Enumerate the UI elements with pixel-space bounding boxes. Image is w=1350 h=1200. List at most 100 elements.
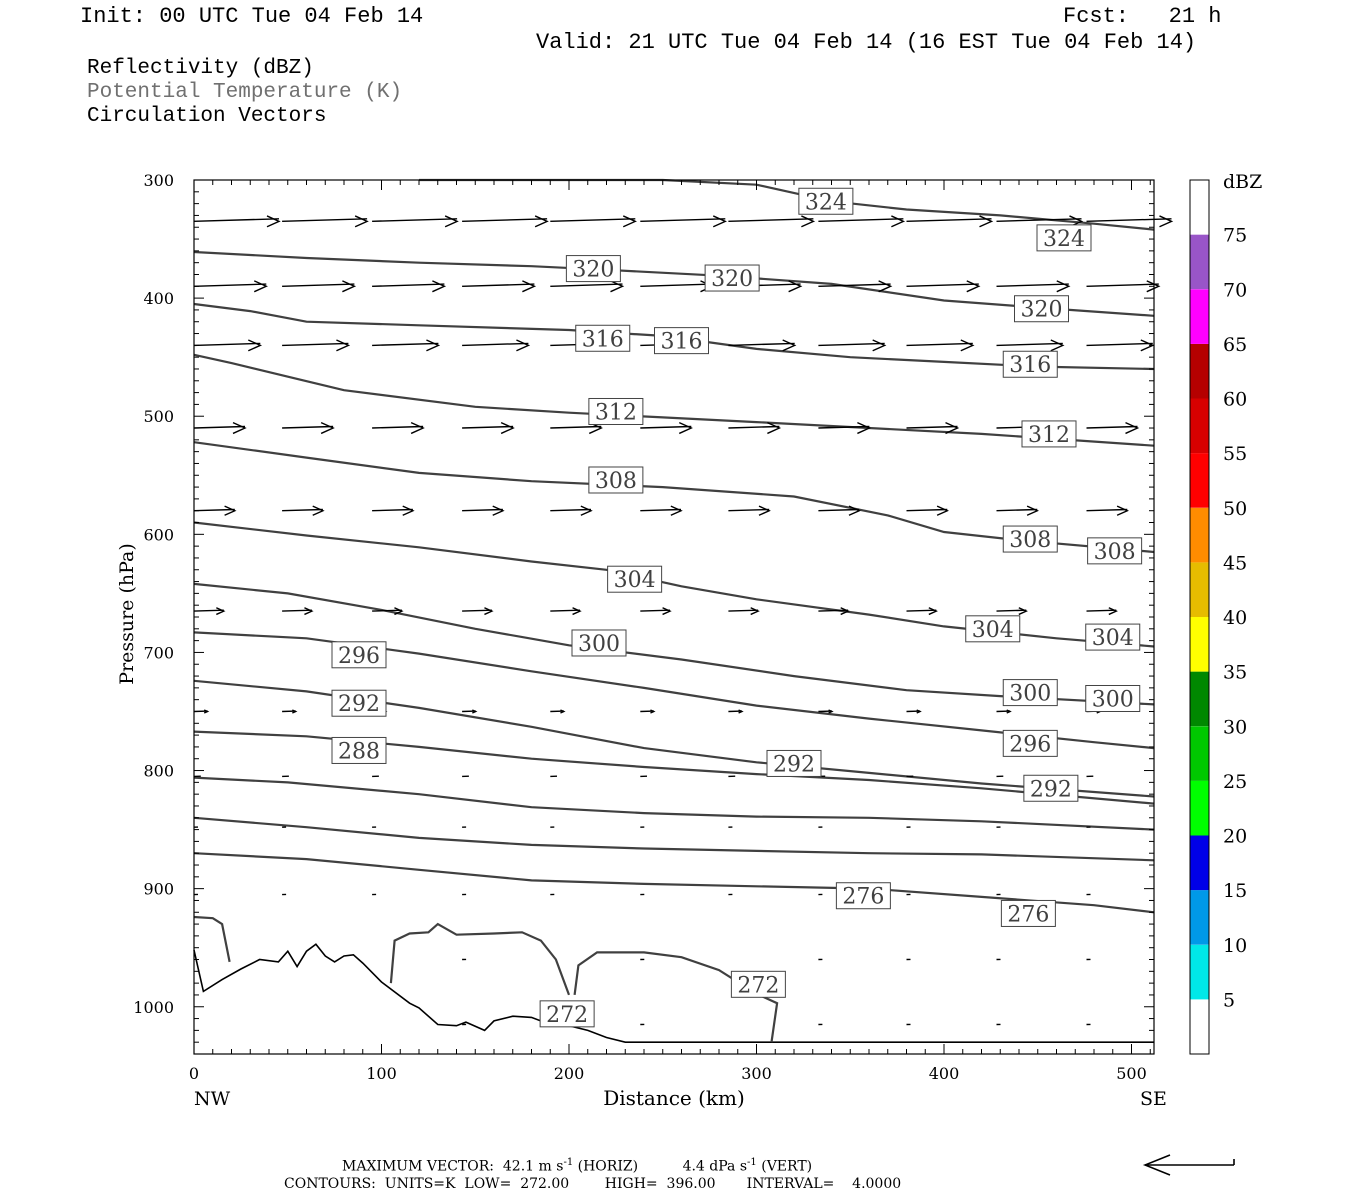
vector-shaft — [1086, 342, 1153, 347]
vector-shaft — [462, 218, 548, 222]
vector-shaft — [728, 342, 795, 347]
contour-label: 312 — [588, 397, 644, 425]
vector-head — [650, 709, 656, 714]
contour-label-text: 304 — [972, 618, 1014, 643]
vector-shaft — [640, 425, 692, 429]
y-tick-label: 400 — [143, 289, 174, 308]
horiz-unit: m s — [538, 1158, 564, 1175]
contour-label: 292 — [1023, 774, 1079, 802]
vector-shaft — [640, 508, 682, 512]
contour-label: 292 — [766, 749, 822, 777]
colorbar-segment — [1190, 453, 1209, 508]
vector-head — [320, 421, 335, 435]
vector-head — [410, 421, 425, 435]
contour-label: 308 — [1087, 537, 1143, 565]
colorbar-segment — [1190, 944, 1209, 1000]
circulation-vector — [996, 505, 1040, 516]
vector-shaft — [906, 283, 979, 287]
circulation-vector — [550, 280, 625, 293]
contour-label: 276 — [835, 882, 891, 910]
contour-label-box — [607, 565, 663, 593]
vector-head — [1026, 505, 1040, 516]
init-time: Init: 00 UTC Tue 04 Feb 14 — [80, 4, 424, 29]
circulation-vector — [193, 607, 226, 616]
vector-head — [444, 215, 459, 228]
vector-shaft — [1086, 283, 1159, 287]
circulation-vector — [372, 215, 459, 228]
vector-shaft — [372, 609, 402, 612]
contour-label: 304 — [965, 615, 1021, 643]
circulation-vector — [282, 505, 325, 516]
contour-label-text: 276 — [842, 885, 884, 910]
contour-label-text: 316 — [582, 327, 624, 352]
circulation-vector — [462, 709, 478, 714]
contour-label-box — [575, 324, 631, 352]
contour-label-box — [1002, 729, 1058, 757]
colorbar-title: dBZ — [1223, 171, 1262, 193]
circulation-vector — [193, 505, 237, 516]
contour-label-text: 308 — [1009, 528, 1051, 553]
horiz-unit-exponent: -1 — [563, 1157, 574, 1168]
contour-label: 292 — [331, 689, 387, 717]
contour-label-box — [588, 466, 644, 494]
colorbar-label: 50 — [1223, 498, 1247, 520]
circulation-vector — [818, 607, 850, 616]
vector-head — [224, 505, 237, 516]
y-axis-title: Pressure (hPa) — [116, 543, 138, 685]
circulation-vector — [550, 505, 593, 516]
vector-head — [522, 280, 537, 293]
colorbar-segment — [1190, 180, 1209, 235]
colorbar-segment — [1190, 234, 1209, 290]
vector-head — [304, 607, 314, 616]
vector-head — [203, 709, 210, 714]
colorbar-label: 25 — [1223, 771, 1247, 793]
contour-label-box — [1002, 525, 1058, 553]
contour-label-box — [571, 629, 627, 657]
vector-shaft — [282, 508, 323, 512]
vector-shaft — [550, 508, 592, 512]
contour-label-text: 316 — [661, 330, 703, 355]
vector-shaft — [818, 218, 904, 222]
circulation-vector — [372, 505, 415, 516]
contour-label-box — [1000, 899, 1056, 927]
y-tick-label: 700 — [143, 643, 174, 662]
vector-shaft — [372, 508, 413, 512]
contour-label: 320 — [1014, 295, 1069, 323]
vector-head — [253, 280, 268, 293]
vector-shaft — [550, 218, 636, 222]
contour-label: 304 — [1085, 623, 1141, 651]
contour-label-text: 272 — [737, 973, 779, 998]
vector-shaft — [996, 342, 1063, 347]
circulation-vector — [996, 280, 1071, 293]
vector-shaft — [462, 283, 535, 287]
vector-head — [891, 215, 906, 228]
colorbar-label: 15 — [1223, 880, 1247, 902]
colorbar-segment — [1190, 726, 1209, 781]
max-vector-label: MAXIMUM VECTOR: — [342, 1158, 494, 1175]
vector-head — [610, 280, 625, 293]
contour-label: 312 — [1021, 420, 1077, 448]
vector-head — [560, 709, 566, 714]
vector-shaft — [906, 609, 937, 612]
y-tick-label: 500 — [143, 407, 174, 426]
contour-label-text: 304 — [614, 568, 656, 593]
valid-time: Valid: 21 UTC Tue 04 Feb 14 (16 EST Tue … — [536, 30, 1197, 55]
vector-head — [670, 505, 683, 516]
vector-head — [872, 339, 887, 352]
contour-label: 296 — [1002, 729, 1058, 757]
colorbar-label: 30 — [1223, 716, 1247, 738]
contour-label-box — [539, 1000, 595, 1028]
vector-shaft — [906, 218, 992, 222]
vector-shaft — [906, 342, 973, 347]
terrain-outline — [193, 943, 1154, 1043]
vector-shaft — [550, 425, 602, 429]
vector-head — [788, 280, 803, 293]
circulation-vector — [462, 421, 515, 435]
circulation-vector — [728, 421, 782, 435]
vector-head — [712, 215, 727, 228]
circulation-vector — [906, 421, 960, 435]
vector-shaft — [728, 425, 780, 429]
contour-label-box — [331, 736, 387, 764]
circulation-vector — [906, 505, 950, 516]
